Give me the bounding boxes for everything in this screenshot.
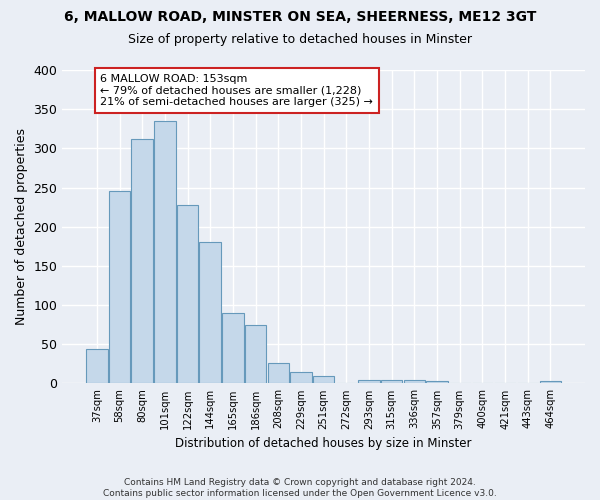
Bar	[404, 380, 425, 384]
X-axis label: Distribution of detached houses by size in Minster: Distribution of detached houses by size …	[175, 437, 472, 450]
Text: 6 MALLOW ROAD: 153sqm
← 79% of detached houses are smaller (1,228)
21% of semi-d: 6 MALLOW ROAD: 153sqm ← 79% of detached …	[100, 74, 373, 107]
Bar	[313, 376, 334, 384]
Bar	[245, 324, 266, 384]
Bar	[86, 349, 107, 384]
Bar	[268, 363, 289, 384]
Bar	[131, 139, 153, 384]
Y-axis label: Number of detached properties: Number of detached properties	[15, 128, 28, 325]
Text: 6, MALLOW ROAD, MINSTER ON SEA, SHEERNESS, ME12 3GT: 6, MALLOW ROAD, MINSTER ON SEA, SHEERNES…	[64, 10, 536, 24]
Bar	[358, 380, 380, 384]
Bar	[154, 121, 176, 384]
Bar	[426, 381, 448, 384]
Bar	[381, 380, 403, 384]
Bar	[109, 190, 130, 384]
Text: Size of property relative to detached houses in Minster: Size of property relative to detached ho…	[128, 32, 472, 46]
Bar	[222, 313, 244, 384]
Bar	[290, 372, 312, 384]
Text: Contains HM Land Registry data © Crown copyright and database right 2024.
Contai: Contains HM Land Registry data © Crown c…	[103, 478, 497, 498]
Bar	[199, 242, 221, 384]
Bar	[539, 381, 561, 384]
Bar	[177, 205, 199, 384]
